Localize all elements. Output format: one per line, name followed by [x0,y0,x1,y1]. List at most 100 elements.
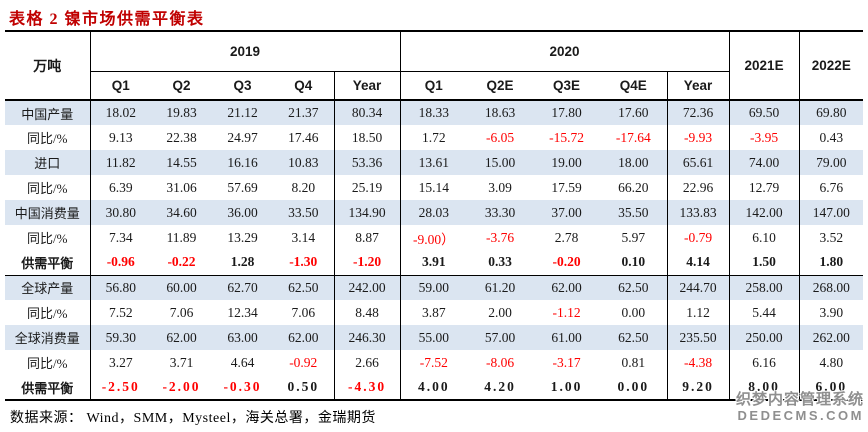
table-cell: 3.87 [421,304,446,320]
table-row: 中国消费量 30.80 34.60 36.00 33.50 134.90 28.03 33.3… [5,200,864,225]
table-cell: -15.72 [549,129,584,145]
table-cell: 1.80 [799,250,864,276]
table-cell: 31.06 [166,179,197,195]
col-header-q1-2020: Q1 [400,71,468,101]
table-cell: 242.00 [334,275,401,300]
table-cell: 19.83 [151,100,212,125]
table-cell: 11.82 [90,150,151,175]
table-cell: 0.43 [819,129,844,145]
table-cell: 0.00 [600,375,668,400]
col-header-q3-2019: Q3 [212,71,273,101]
table-cell: 6.10 [729,225,800,250]
table-cell: 79.00 [799,150,864,175]
table-cell: 3.27 [108,354,133,370]
table-cell: 8.20 [273,175,335,200]
row-label: 同比/% [5,175,91,200]
table-cell: -0.20 [533,250,601,276]
table-cell: -1.30 [273,250,335,276]
table-cell: -6.05 [485,129,515,145]
table-cell: 3.91 [400,250,468,276]
table-cell: 268.00 [799,275,864,300]
table-cell: 62.70 [212,275,273,300]
table-cell: 17.46 [273,125,335,150]
table-cell: 7.06 [169,304,194,320]
table-cell: 6.39 [108,179,133,195]
table-cell: -0.22 [151,250,212,276]
table-cell: 13.29 [227,229,258,245]
table-cell: -4.30 [334,375,401,400]
header-quarter-row: Q1 Q2 Q3 Q4 Year Q1 Q2E Q3E Q4E Year [5,71,863,101]
table-cell: -1.20 [334,250,401,276]
table-cell: -4.38 [667,350,730,375]
table-cell: -0.92 [273,350,335,375]
table-cell: 57.69 [227,179,258,195]
table-cell: 59.00 [400,275,468,300]
table-row: 中国产量 18.02 19.83 21.12 21.37 80.34 18.33 18.63 1… [5,100,864,125]
table-cell: 36.00 [212,200,273,225]
table-cell: 0.81 [600,350,668,375]
table-cell: 66.20 [600,175,668,200]
table-row: 供需平衡 -2.50 -2.00 -0.30 0.50 -4.30 4.00 4.20 1.00… [5,375,863,400]
table-cell: 55.00 [400,325,468,350]
table-row: 同比/% 6.39 31.06 57.69 8.20 25.19 15.14 3.09 17.5… [5,175,863,200]
row-label: 同比/% [5,300,91,325]
col-header-q2e-2020: Q2E [467,71,534,101]
table-cell: 14.55 [151,150,212,175]
table-cell: 28.03 [400,200,468,225]
table-cell: 8.48 [334,300,401,325]
table-cell: 133.83 [667,200,730,225]
table-cell: 4.14 [667,250,730,276]
table-row: 供需平衡 -0.96 -0.22 1.28 -1.30 -1.20 3.91 0.33 -0.2… [5,250,864,276]
col-header-2022e: 2022E [799,31,864,101]
table-row: 全球消费量 59.30 62.00 63.00 62.00 246.30 55.00 57.0… [5,325,864,350]
table-cell: 74.00 [729,150,800,175]
table-cell: 18.00 [600,150,668,175]
table-cell: 21.12 [212,100,273,125]
table-cell: 69.80 [799,100,864,125]
col-header-year-2020: Year [667,71,730,101]
table-cell: 1.28 [212,250,273,276]
table-cell: 60.00 [151,275,212,300]
table-cell: 9.20 [667,375,730,400]
table-cell: 80.34 [334,100,401,125]
table-cell: 18.63 [467,100,534,125]
col-header-q3e-2020: Q3E [533,71,601,101]
col-header-year-2019: Year [334,71,401,101]
table-cell: 19.00 [533,150,601,175]
table-cell: -17.64 [600,125,668,150]
table-cell: 62.50 [273,275,335,300]
table-cell: 56.80 [90,275,151,300]
table-row: 同比/% 7.34 11.89 13.29 3.14 8.87 -9.00） -3.76 2.7… [5,225,863,250]
table-cell: 13.61 [400,150,468,175]
table-cell: 244.70 [667,275,730,300]
table-cell: 17.80 [533,100,601,125]
table-cell: 62.50 [600,325,668,350]
row-label: 同比/% [5,225,91,250]
table-cell: 18.33 [400,100,468,125]
table-row: 同比/% 7.52 7.06 12.34 7.06 8.48 3.87 2.00 -1.12 0.… [5,300,863,325]
table-cell: 7.34 [108,229,133,245]
table-cell: 61.20 [467,275,534,300]
table-cell: -0.30 [223,379,262,394]
table-cell: 1.50 [729,250,800,276]
table-header: 万吨 2019 2020 2021E 2022E Q1 Q2 Q3 Q4 Yea… [5,31,864,101]
table-cell: 34.60 [151,200,212,225]
table-cell: 53.36 [334,150,401,175]
row-label: 供需平衡 [5,375,91,400]
table-cell: 3.90 [819,304,844,320]
table-cell: 4.00 [417,379,450,394]
table-row: 进口 11.82 14.55 16.16 10.83 53.36 13.61 15.00 19.… [5,150,864,175]
table-cell: 8.00 [729,375,800,400]
table-cell: 9.13 [108,129,133,145]
table-cell: -8.06 [485,354,515,370]
table-cell: 2.66 [334,350,401,375]
table-cell: 7.52 [108,304,133,320]
table-cell: 62.00 [273,325,335,350]
table-cell: 250.00 [729,325,800,350]
table-cell: 0.50 [273,375,335,400]
col-header-q1-2019: Q1 [90,71,151,101]
row-label: 同比/% [5,125,91,150]
supply-demand-balance-table: 万吨 2019 2020 2021E 2022E Q1 Q2 Q3 Q4 Yea… [5,30,864,401]
table-cell: 5.97 [600,225,668,250]
table-cell: 235.50 [667,325,730,350]
